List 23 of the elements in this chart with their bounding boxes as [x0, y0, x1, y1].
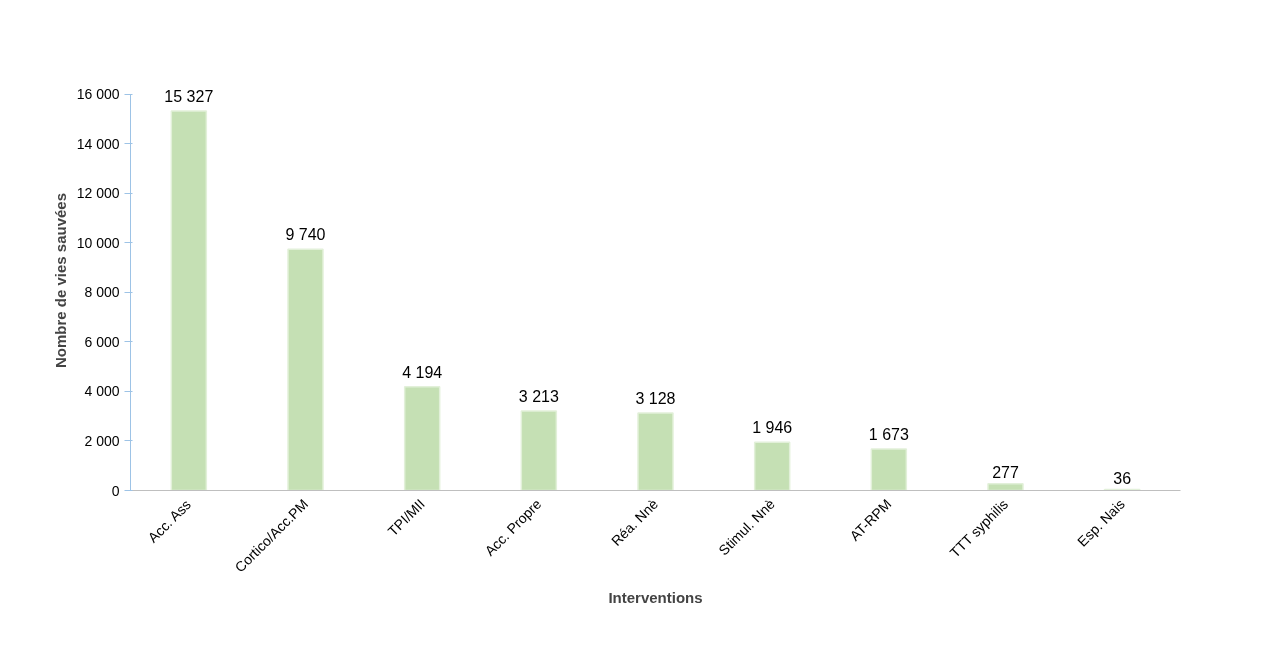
data-label: 9 740 — [285, 226, 326, 244]
y-axis-title: Nombre de vies sauvées — [51, 192, 69, 369]
y-tick-label: 2 000 — [84, 432, 120, 449]
y-tick-label: 8 000 — [84, 284, 120, 301]
data-label: 3 213 — [518, 387, 559, 405]
x-tick-label: Acc. Ass — [144, 496, 194, 546]
y-tick-label: 14 000 — [76, 135, 120, 152]
y-tick-label: 16 000 — [76, 86, 120, 103]
y-tick-label: 4 000 — [84, 383, 120, 400]
data-label: 277 — [992, 463, 1019, 481]
y-tick-label: 0 — [111, 482, 120, 499]
data-label: 1 946 — [752, 419, 793, 437]
x-tick-label: Réa. Nnè — [608, 495, 662, 549]
y-tick-label: 10 000 — [76, 234, 120, 251]
x-axis-title: Interventions — [608, 589, 703, 607]
data-label: 1 673 — [868, 426, 909, 444]
data-label: 4 194 — [402, 363, 443, 381]
data-label: 15 327 — [164, 87, 214, 105]
x-tick-label: Esp. Nais — [1074, 495, 1128, 550]
y-tick-label: 12 000 — [76, 185, 120, 202]
data-label: 3 128 — [635, 390, 676, 408]
y-tick-label: 6 000 — [84, 333, 120, 350]
data-label: 36 — [1113, 469, 1132, 487]
